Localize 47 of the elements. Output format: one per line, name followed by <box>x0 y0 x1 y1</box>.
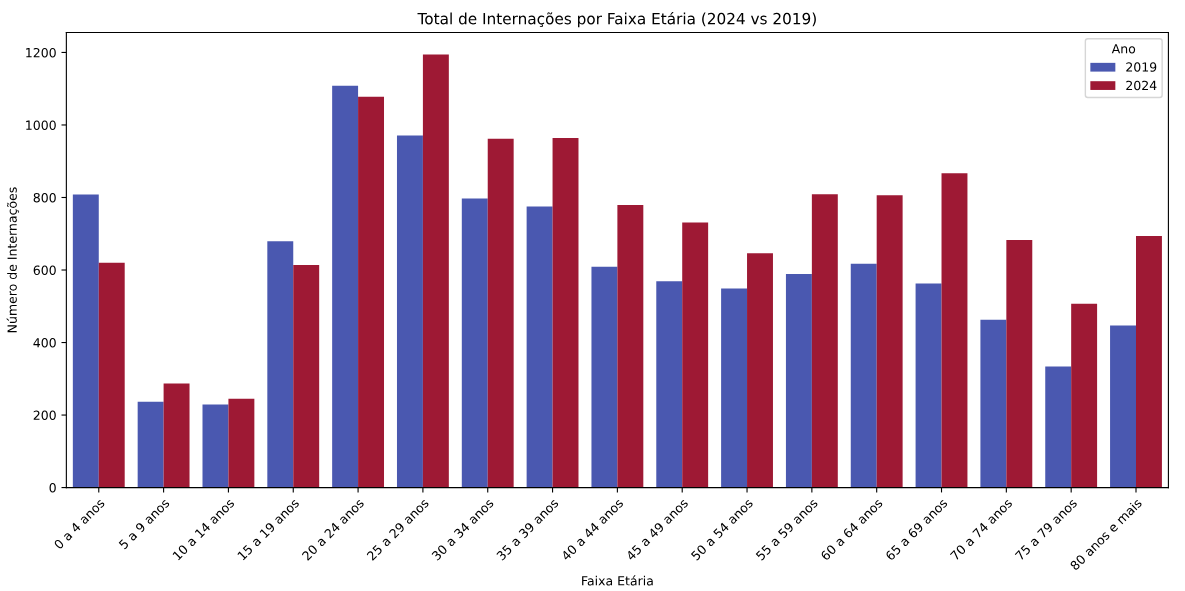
bar <box>1045 366 1072 488</box>
bar <box>876 195 903 488</box>
y-tick-label: 1000 <box>26 120 56 130</box>
bar <box>1110 325 1136 488</box>
bar <box>1071 303 1098 488</box>
y-tick-label: 0 <box>49 483 56 493</box>
bar <box>461 198 488 488</box>
bar <box>422 54 449 488</box>
bar <box>980 319 1007 488</box>
y-tick-label: 800 <box>33 192 56 203</box>
bar <box>682 222 709 488</box>
legend-label: 2024 <box>1126 80 1157 91</box>
y-tick-label: 600 <box>33 265 56 275</box>
bar <box>396 135 423 488</box>
bar <box>228 398 255 488</box>
bar <box>552 138 579 488</box>
y-tick-label: 400 <box>33 338 56 348</box>
bar <box>487 138 514 488</box>
bar <box>1136 235 1162 488</box>
bar <box>591 266 618 488</box>
bar <box>747 253 773 488</box>
bar <box>137 401 164 488</box>
y-tick-label: 200 <box>33 410 56 420</box>
bar <box>785 274 812 488</box>
bar <box>526 206 553 488</box>
legend-label: 2019 <box>1126 62 1157 72</box>
bar <box>721 288 748 488</box>
bar <box>850 263 877 488</box>
bar <box>1006 239 1033 488</box>
bar <box>617 205 644 488</box>
bar <box>915 283 942 488</box>
bar <box>293 264 320 488</box>
bar <box>72 194 99 488</box>
bar <box>163 383 190 488</box>
x-axis-title: Faixa Etária <box>582 575 653 586</box>
bar <box>267 241 294 488</box>
bar <box>202 404 229 488</box>
chart-title: Total de Internações por Faixa Etária (2024 vs 2019) <box>417 11 816 28</box>
y-tick-label: 1200 <box>26 47 56 58</box>
bar <box>332 85 359 488</box>
legend-title: Ano <box>1111 44 1136 54</box>
bar <box>811 194 838 488</box>
y-axis-title: Número de Internações <box>6 187 20 333</box>
bar <box>98 262 125 488</box>
bar <box>941 173 968 488</box>
bar <box>656 281 683 488</box>
bar <box>358 96 385 488</box>
